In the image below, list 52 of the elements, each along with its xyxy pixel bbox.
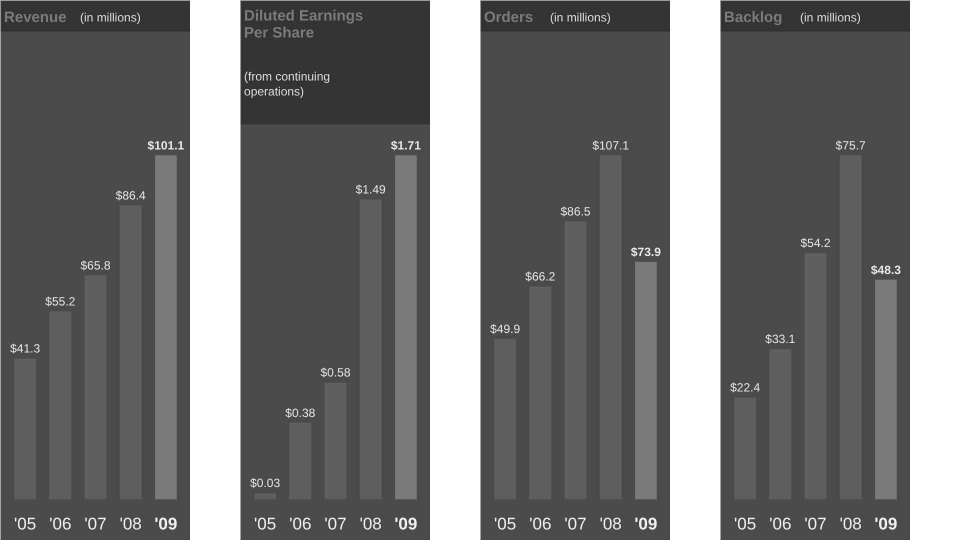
- chart-title: Diluted Earnings Per Share: [244, 7, 364, 42]
- data-label: $55.2: [45, 294, 76, 308]
- x-tick-label: '08: [360, 514, 382, 534]
- data-label: $1.71: [390, 138, 422, 152]
- chart-subtitle: (in millions): [800, 10, 861, 25]
- x-tick-label: '08: [600, 514, 622, 534]
- x-tick-label: '06: [289, 514, 312, 534]
- x-tick-label: '07: [804, 514, 827, 534]
- data-label: $66.2: [525, 270, 556, 284]
- data-label: $0.38: [285, 406, 316, 420]
- x-tick-label: '09: [634, 514, 658, 534]
- chart-subtitle: (in millions): [550, 10, 611, 25]
- data-label: $48.3: [870, 262, 902, 277]
- data-label: $22.4: [730, 380, 760, 394]
- data-label: $33.1: [765, 332, 796, 346]
- chart-title: Orders: [484, 9, 534, 26]
- data-label: $41.3: [10, 342, 40, 356]
- chart-subtitle: (from continuing operations): [244, 69, 330, 99]
- x-tick-label: '06: [49, 514, 72, 534]
- x-tick-label: '09: [394, 514, 418, 534]
- data-label: $54.2: [800, 236, 831, 250]
- x-tick-label: '09: [874, 514, 898, 534]
- bar: [154, 155, 177, 500]
- x-tick-label: '08: [840, 514, 862, 534]
- x-tick-label: '06: [769, 514, 792, 534]
- data-label: $1.49: [356, 182, 386, 197]
- x-tick-label: '07: [564, 514, 587, 534]
- x-tick-label: '09: [154, 514, 178, 534]
- chart-title: Backlog: [724, 9, 782, 26]
- x-tick-label: '05: [14, 514, 36, 534]
- data-label: $86.5: [560, 204, 591, 218]
- x-tick-label: '05: [734, 514, 756, 534]
- data-label: $107.1: [592, 138, 630, 152]
- x-tick-label: '06: [529, 514, 552, 534]
- data-label: $65.8: [80, 258, 111, 272]
- data-label: $73.9: [630, 244, 662, 259]
- bar: [634, 262, 657, 500]
- bar: [874, 280, 897, 500]
- chart-subtitle: (in millions): [80, 10, 141, 25]
- x-tick-label: '05: [254, 514, 276, 534]
- data-label: $101.1: [148, 138, 185, 152]
- data-label: $49.9: [490, 322, 520, 336]
- x-tick-label: '05: [494, 514, 516, 534]
- bar: [394, 155, 417, 500]
- x-tick-label: '07: [324, 514, 347, 534]
- chart-title: Revenue: [4, 9, 67, 26]
- data-label: $86.4: [116, 188, 146, 202]
- x-tick-label: '08: [120, 514, 142, 534]
- x-tick-label: '07: [84, 514, 107, 534]
- data-label: $0.03: [250, 476, 280, 490]
- data-label: $75.7: [836, 138, 866, 152]
- data-label: $0.58: [320, 366, 351, 380]
